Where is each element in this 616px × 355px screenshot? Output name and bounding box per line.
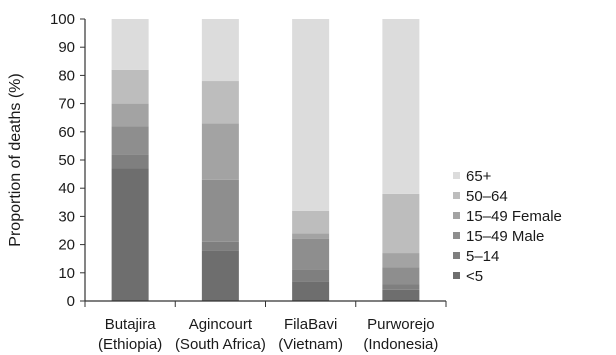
legend-label: 50–64: [466, 188, 508, 205]
legend-label: 5–14: [466, 248, 499, 265]
x-tick-label: Butajira: [105, 316, 157, 333]
bar-segment: [292, 210, 330, 234]
x-tick-label: Purworejo: [367, 316, 435, 333]
bar-segment: [382, 289, 420, 301]
bar-segment: [111, 19, 149, 70]
y-tick-label: 50: [58, 152, 75, 169]
legend: 65+ 50–64 15–49 Female 15–49 Male 5–14 <5: [453, 168, 562, 285]
legend-swatch: [453, 192, 460, 199]
bar-segment: [111, 126, 149, 155]
x-tick-label-sub: (Indonesia): [363, 336, 438, 353]
x-tick-label: Agincourt: [189, 316, 253, 333]
legend-label: 15–49 Female: [466, 208, 562, 225]
y-tick-label: 60: [58, 124, 75, 141]
legend-label: 65+: [466, 168, 492, 185]
bar-segment: [111, 103, 149, 127]
x-tick-label-sub: (South Africa): [175, 336, 266, 353]
bar-segment: [111, 154, 149, 169]
bar-segment: [201, 123, 239, 180]
bars-group: [111, 19, 420, 301]
y-tick-label: 30: [58, 208, 75, 225]
bar-segment: [201, 250, 239, 301]
bar-segment: [382, 19, 420, 194]
y-tick-label: 90: [58, 39, 75, 56]
legend-swatch: [453, 212, 460, 219]
y-tick-label: 20: [58, 237, 75, 254]
bar-segment: [382, 193, 420, 254]
x-tick-label-sub: (Vietnam): [278, 336, 343, 353]
bar-segment: [292, 233, 330, 239]
legend-label: <5: [466, 268, 483, 285]
x-tick-label: FilaBavi: [284, 316, 337, 333]
y-tick-label: 80: [58, 67, 75, 84]
y-tick-label: 100: [50, 11, 75, 28]
bar-segment: [292, 269, 330, 282]
bar-segment: [292, 238, 330, 270]
bar-segment: [382, 284, 420, 290]
bar-segment: [292, 281, 330, 301]
legend-label: 15–49 Male: [466, 228, 544, 245]
x-tick-label-sub: (Ethiopia): [98, 336, 162, 353]
legend-swatch: [453, 252, 460, 259]
legend-swatch: [453, 272, 460, 279]
bar-segment: [382, 253, 420, 268]
legend-swatch: [453, 172, 460, 179]
bar-segment: [201, 241, 239, 251]
bar-segment: [201, 179, 239, 242]
axes-group: Butajira (Ethiopia) Agincourt (South Africa…: [50, 11, 447, 353]
y-tick-label: 40: [58, 180, 75, 197]
legend-swatch: [453, 232, 460, 239]
y-tick-label: 10: [58, 265, 75, 282]
y-tick-label: 70: [58, 96, 75, 113]
bar-segment: [111, 168, 149, 301]
y-tick-label: 0: [67, 293, 75, 310]
bar-segment: [382, 267, 420, 285]
y-axis-title: Proportion of deaths (%): [7, 73, 24, 246]
bar-segment: [201, 19, 239, 82]
bar-segment: [111, 69, 149, 104]
bar-segment: [292, 19, 330, 211]
bar-segment: [201, 81, 239, 124]
